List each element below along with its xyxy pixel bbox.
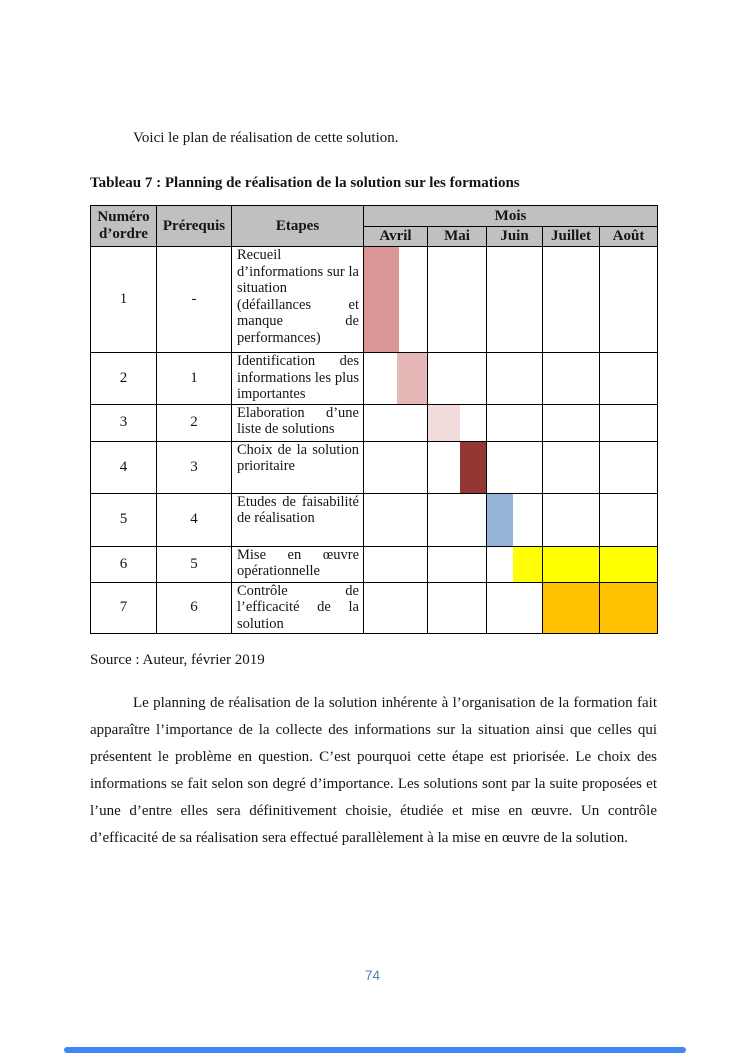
gantt-bar bbox=[428, 405, 460, 440]
gantt-bar bbox=[512, 547, 542, 581]
header-month-aout: Août bbox=[598, 226, 659, 247]
page-number: 74 bbox=[364, 968, 381, 983]
gantt-bar bbox=[397, 353, 427, 404]
gantt-cell-mai bbox=[427, 352, 487, 405]
table-row: 2 1 Identification des informations les pl… bbox=[90, 352, 659, 405]
gantt-cell-juin bbox=[486, 492, 543, 547]
gantt-cell-juillet bbox=[542, 246, 600, 353]
table-row: 7 6 Contrôle de l’efficacité de la solutio… bbox=[90, 581, 659, 634]
gantt-cell-juillet bbox=[542, 352, 600, 405]
gantt-cell-juin bbox=[486, 545, 543, 583]
cell-etape: Contrôle de l’efficacité de la solution bbox=[231, 581, 364, 634]
gantt-bar bbox=[600, 547, 657, 581]
cell-etape: Choix de la solution prioritaire bbox=[231, 440, 364, 494]
cell-prerequis: 1 bbox=[156, 352, 232, 405]
table-row: 5 4 Etudes de faisabilité de réalisation bbox=[90, 492, 659, 547]
gantt-cell-mai bbox=[427, 492, 487, 547]
cell-prerequis: 4 bbox=[156, 492, 232, 547]
gantt-cell-juin bbox=[486, 403, 543, 442]
table-row: 1- Recueil d’informations sur la situatio… bbox=[90, 246, 659, 353]
cell-prerequis: 5 bbox=[156, 545, 232, 583]
intro-paragraph: Voici le plan de réalisation de cette so… bbox=[133, 130, 399, 146]
gantt-cell-aout bbox=[598, 492, 659, 547]
page-content: Voici le plan de réalisation de cette so… bbox=[90, 0, 659, 852]
gantt-cell-avril bbox=[363, 581, 428, 634]
gantt-cell-mai bbox=[427, 545, 487, 583]
gantt-cell-mai bbox=[427, 440, 487, 494]
cell-numero-ordre: 1 bbox=[90, 246, 157, 353]
gantt-cell-avril bbox=[363, 440, 428, 494]
gantt-cell-avril bbox=[363, 352, 428, 405]
table-row: 4 3 Choix de la solution prioritaire bbox=[90, 440, 659, 494]
table-body: 1- Recueil d’informations sur la situatio… bbox=[90, 246, 659, 634]
cell-prerequis: 3 bbox=[156, 440, 232, 494]
cell-numero-ordre: 3 bbox=[90, 403, 157, 442]
gantt-cell-juillet bbox=[542, 545, 600, 583]
gantt-cell-avril bbox=[363, 403, 428, 442]
header-month-juin: Juin bbox=[486, 226, 543, 247]
header-month-juillet: Juillet bbox=[542, 226, 600, 247]
gantt-cell-juin bbox=[486, 352, 543, 405]
gantt-cell-juillet bbox=[542, 403, 600, 442]
header-month-avril: Avril bbox=[363, 226, 428, 247]
header-numero: Numéro d’ordre bbox=[90, 205, 157, 247]
gantt-cell-juillet bbox=[542, 581, 600, 634]
gantt-cell-aout bbox=[598, 352, 659, 405]
table-row: 6 5 Mise en œuvre opérationnelle bbox=[90, 545, 659, 583]
table-header: Numéro d’ordre Prérequis Etapes Mois Avr… bbox=[90, 205, 659, 247]
gantt-cell-avril bbox=[363, 545, 428, 583]
cell-numero-ordre: 6 bbox=[90, 545, 157, 583]
gantt-cell-aout bbox=[598, 403, 659, 442]
gantt-cell-aout bbox=[598, 440, 659, 494]
gantt-cell-juillet bbox=[542, 440, 600, 494]
gantt-cell-juin bbox=[486, 246, 543, 353]
gantt-cell-mai bbox=[427, 246, 487, 353]
header-mois: Mois bbox=[362, 205, 659, 227]
gantt-cell-juin bbox=[486, 440, 543, 494]
cell-prerequis: 2 bbox=[156, 403, 232, 442]
header-prerequis: Prérequis bbox=[156, 205, 232, 247]
table-row: 3 2 Elaboration d’une liste de solutions bbox=[90, 403, 659, 442]
cell-prerequis: - bbox=[156, 246, 232, 353]
cell-numero-ordre: 5 bbox=[90, 492, 157, 547]
planning-table: Numéro d’ordre Prérequis Etapes Mois Avr… bbox=[90, 205, 659, 634]
gantt-cell-mai bbox=[427, 581, 487, 634]
cell-numero-ordre: 7 bbox=[90, 581, 157, 634]
gantt-bar bbox=[543, 582, 599, 633]
cell-prerequis: 6 bbox=[156, 581, 232, 634]
gantt-bar bbox=[543, 547, 599, 581]
gantt-cell-avril bbox=[363, 492, 428, 547]
gantt-cell-avril bbox=[363, 246, 428, 353]
cell-etape: Elaboration d’une liste de solutions bbox=[231, 403, 364, 442]
cell-etape: Mise en œuvre opérationnelle bbox=[231, 545, 364, 583]
cell-etape: Identification des informations les plus… bbox=[231, 352, 364, 405]
gantt-cell-aout bbox=[598, 581, 659, 634]
cell-etape: Etudes de faisabilité de réalisation bbox=[231, 492, 364, 547]
gantt-cell-juillet bbox=[542, 492, 600, 547]
header-month-mai: Mai bbox=[427, 226, 487, 247]
gantt-cell-aout bbox=[598, 545, 659, 583]
gantt-bar bbox=[364, 247, 400, 352]
table-title: Tableau 7 : Planning de réalisation de l… bbox=[90, 175, 520, 191]
horizontal-scrollbar-thumb[interactable] bbox=[64, 1047, 686, 1053]
header-etapes: Etapes bbox=[231, 205, 364, 247]
source-caption: Source : Auteur, février 2019 bbox=[90, 652, 265, 668]
gantt-cell-mai bbox=[427, 403, 487, 442]
cell-numero-ordre: 4 bbox=[90, 440, 157, 494]
cell-numero-ordre: 2 bbox=[90, 352, 157, 405]
gantt-bar bbox=[460, 442, 486, 492]
analysis-paragraph: Le planning de réalisation de la solutio… bbox=[90, 695, 657, 846]
cell-etape: Recueil d’informations sur la situation … bbox=[231, 246, 364, 353]
gantt-cell-aout bbox=[598, 246, 659, 353]
gantt-bar bbox=[487, 494, 513, 545]
gantt-cell-juin bbox=[486, 581, 543, 634]
gantt-bar bbox=[600, 582, 657, 633]
